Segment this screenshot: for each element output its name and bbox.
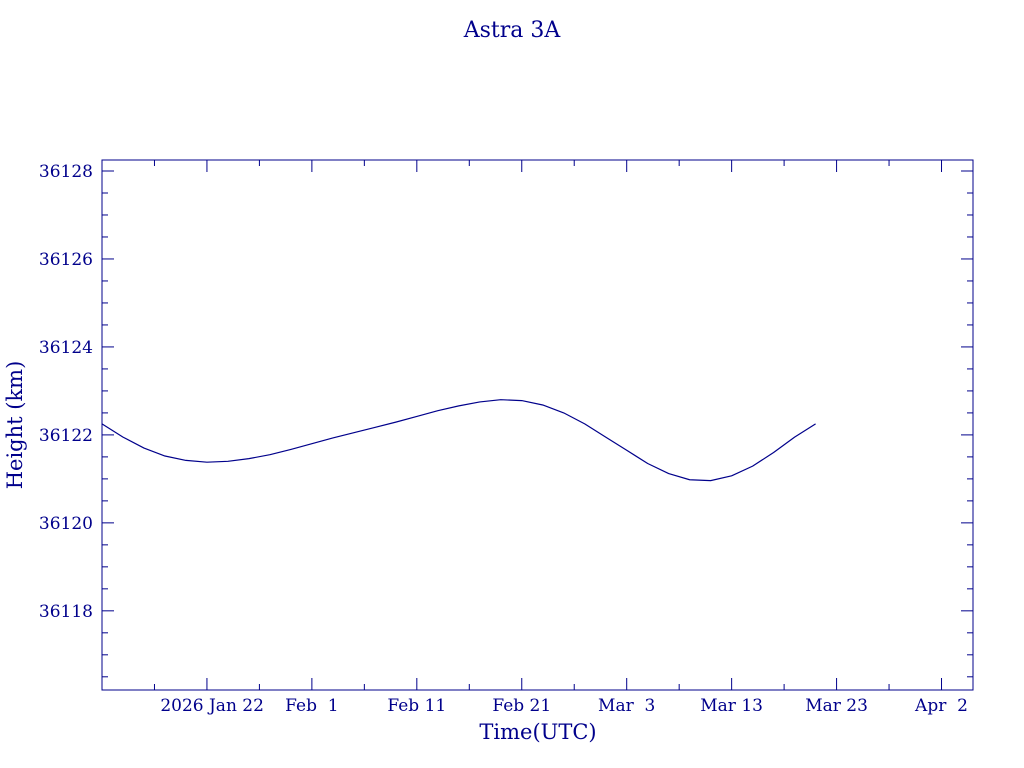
series-line-0 bbox=[101, 399, 816, 482]
x-tick-label: Feb 11 bbox=[387, 696, 446, 716]
x-axis-ticks: 2026 Jan 22 Feb 1 Feb 11 Feb 21 Mar 3 Mar 13 M… bbox=[101, 160, 968, 716]
y-tick-label: 36122 bbox=[39, 426, 93, 446]
y-tick-label: 36124 bbox=[39, 338, 93, 358]
x-tick-label: Mar 13 bbox=[700, 696, 763, 716]
y-tick-label: 36126 bbox=[39, 250, 93, 270]
x-tick-label: Mar 3 bbox=[598, 696, 655, 716]
y-axis-ticks: 36118 36120 36122 36124 36126 36128 bbox=[39, 162, 973, 678]
chart-title: Astra 3A bbox=[463, 18, 562, 43]
x-axis-label: Time(UTC) bbox=[479, 720, 596, 744]
x-tick-label: Feb 1 bbox=[285, 696, 338, 716]
y-tick-label: 36128 bbox=[39, 162, 93, 182]
y-tick-label: 36118 bbox=[39, 602, 93, 622]
y-tick-label: 36120 bbox=[39, 514, 93, 534]
plot-frame bbox=[101, 159, 974, 691]
x-tick-label: Apr 2 bbox=[914, 696, 968, 716]
series-layer bbox=[101, 399, 816, 482]
x-tick-label: Mar 23 bbox=[805, 696, 868, 716]
y-axis-label: Height (km) bbox=[3, 361, 27, 490]
x-tick-label: 2026 Jan 22 bbox=[160, 696, 264, 716]
x-tick-label: Feb 21 bbox=[492, 696, 551, 716]
